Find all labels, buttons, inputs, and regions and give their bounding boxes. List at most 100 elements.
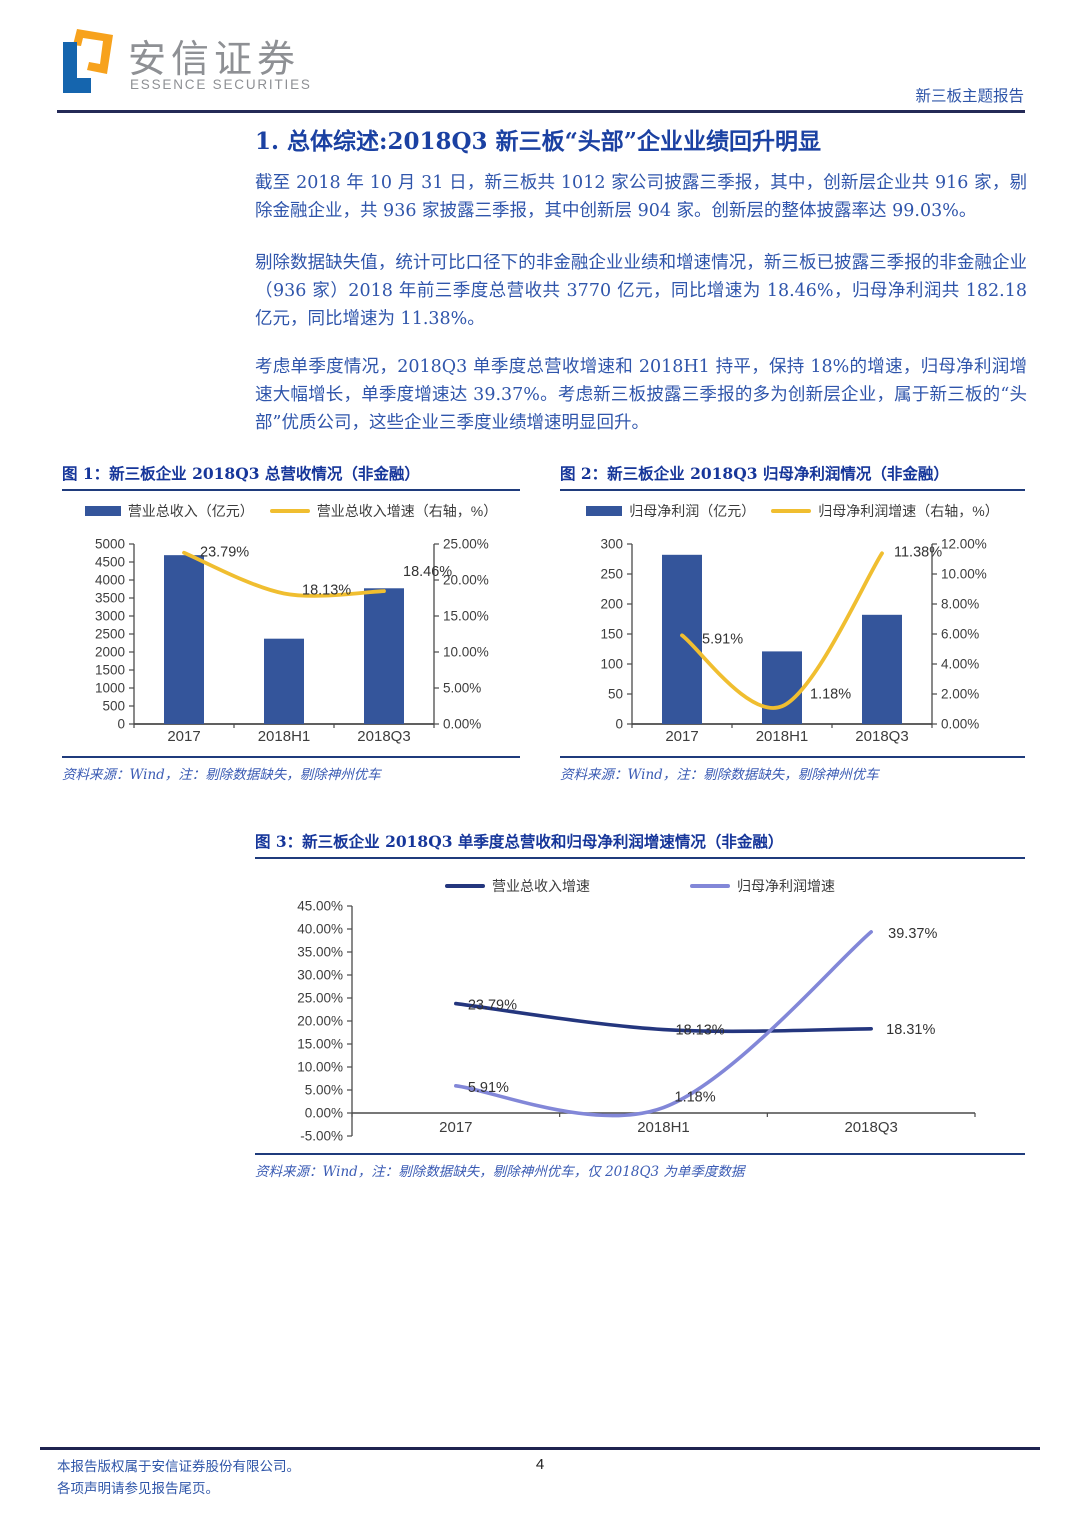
chart-text: 15.00% xyxy=(297,1037,343,1052)
chart-text: 8.00% xyxy=(941,597,979,612)
legend-label: 归母净利润（亿元） xyxy=(629,503,756,519)
trend-line xyxy=(680,551,884,710)
chart-text: 23.79% xyxy=(468,998,517,1014)
chart-text: 250 xyxy=(600,567,623,582)
bar-swatch xyxy=(84,506,121,516)
bar-line-chart-net-profit: 0 50 100 150 200 250 300 0.00% 2.00% 4.00% 6.00% 8.… xyxy=(600,537,987,746)
figure-3-title: 图 3：新三板企业 2018Q3 单季度总营收和归母净利润增速情况（非金融） xyxy=(255,830,1025,859)
chart-text: 0.00% xyxy=(443,717,481,732)
chart-text: 3000 xyxy=(95,609,125,624)
figure-3-legend: 营业总收入增速 归母净利润增速 xyxy=(255,875,1025,897)
bar xyxy=(762,651,802,724)
legend-item-revenue-growth: 营业总收入增速 xyxy=(445,876,590,896)
company-logo-icon xyxy=(57,26,119,96)
figure-3-card: 图 3：新三板企业 2018Q3 单季度总营收和归母净利润增速情况（非金融） 营… xyxy=(255,830,1025,1180)
report-tag: 新三板主题报告 xyxy=(915,87,1024,105)
chart-text: 3500 xyxy=(95,591,125,606)
line-swatch xyxy=(690,884,730,888)
figure-3-source: 资料来源：Wind，注：剔除数据缺失，剔除神州优车，仅 2018Q3 为单季度数… xyxy=(255,1164,745,1180)
figure-2-divider xyxy=(560,756,1025,758)
legend-item-revenue: 营业总收入（亿元） xyxy=(84,501,254,521)
chart-text: 10.00% xyxy=(297,1060,343,1075)
chart-text: 300 xyxy=(600,537,623,552)
line-swatch xyxy=(269,509,310,513)
bar xyxy=(164,555,204,724)
legend-label: 营业总收入（亿元） xyxy=(127,503,254,519)
chart-text: 1000 xyxy=(95,681,125,696)
bar xyxy=(264,638,304,724)
line-swatch xyxy=(445,884,485,888)
header-rule xyxy=(57,110,1025,113)
chart-text: 150 xyxy=(600,627,623,642)
chart-text: 1500 xyxy=(95,663,125,678)
brand-name: 安信证券 xyxy=(128,39,301,81)
chart-text: 6.00% xyxy=(941,627,979,642)
figure-1-legend: 营业总收入（亿元） 营业总收入增速（右轴，%） xyxy=(62,500,520,522)
legend-label: 归母净利润增速（右轴，%） xyxy=(818,503,999,519)
chart-text: 2000 xyxy=(95,645,125,660)
chart-text: 4000 xyxy=(95,573,125,588)
trend-line xyxy=(182,550,386,598)
legend-item-net-profit: 归母净利润（亿元） xyxy=(586,501,755,521)
chart-text: 2018H1 xyxy=(258,728,311,745)
figure-2-card: 图 2：新三板企业 2018Q3 归母净利润情况（非金融） 归母净利润（亿元） … xyxy=(560,462,1025,783)
chart-text: 4.00% xyxy=(941,657,979,672)
figure-2-title: 图 2：新三板企业 2018Q3 归母净利润情况（非金融） xyxy=(560,462,1025,491)
figure-1-title: 图 1：新三板企业 2018Q3 总营收情况（非金融） xyxy=(62,462,520,491)
chart-text: 0 xyxy=(615,717,623,732)
legend-item-revenue-growth: 营业总收入增速（右轴，%） xyxy=(269,501,498,521)
line-chart-growth-comparison: 45.00% 40.00% 35.00% 30.00% 25.00% 20.00% 15.0… xyxy=(297,899,976,1144)
chart-text: 2017 xyxy=(167,728,200,745)
bar-swatch xyxy=(586,506,623,516)
chart-text: 18.13% xyxy=(302,582,351,598)
chart-text: 2018H1 xyxy=(637,1119,690,1136)
chart-text: 18.46% xyxy=(403,564,452,580)
chart-text: 2018Q3 xyxy=(357,728,410,745)
chart-text: 2017 xyxy=(439,1119,472,1136)
chart-text: 0 xyxy=(117,717,125,732)
figure-1-card: 图 1：新三板企业 2018Q3 总营收情况（非金融） 营业总收入（亿元） 营业… xyxy=(62,462,520,783)
chart-text: 40.00% xyxy=(297,922,343,937)
legend-label: 营业总收入增速 xyxy=(492,878,590,894)
chart-text: 1.18% xyxy=(675,1090,716,1106)
figure-1-divider xyxy=(62,756,520,758)
paragraph-3: 考虑单季度情况，2018Q3 单季度总营收增速和 2018H1 持平，保持 18… xyxy=(255,357,1027,433)
chart-text: 4500 xyxy=(95,555,125,570)
paragraph-1: 截至 2018 年 10 月 31 日，新三板共 1012 家公司披露三季报，其… xyxy=(255,173,1027,221)
chart-text: 18.31% xyxy=(886,1022,935,1038)
chart-text: 30.00% xyxy=(297,968,343,983)
chart-text: 45.00% xyxy=(297,899,343,914)
copyright-line-1: 本报告版权属于安信证券股份有限公司。 xyxy=(57,1459,300,1475)
chart-text: 10.00% xyxy=(443,645,489,660)
chart-text: 5.00% xyxy=(305,1083,343,1098)
chart-text: 2017 xyxy=(665,728,698,745)
legend-item-net-profit-growth: 归母净利润增速（右轴，%） xyxy=(771,501,999,521)
chart-text: 2.00% xyxy=(941,687,979,702)
chart-text: 500 xyxy=(102,699,125,714)
section-title: 1. 总体综述:2018Q3 新三板“头部”企业业绩回升明显 xyxy=(255,128,822,155)
chart-text: 5.91% xyxy=(468,1080,509,1096)
copyright-line-2: 各项声明请参见报告尾页。 xyxy=(57,1481,219,1497)
bar-line-chart-revenue: 0 500 1000 1500 2000 2500 3000 3500 4000 4500 5000… xyxy=(95,537,489,746)
paragraph-2: 剔除数据缺失值，统计可比口径下的非金融企业业绩和增速情况，新三板已披露三季报的非… xyxy=(255,253,1027,329)
chart-text: 200 xyxy=(600,597,623,612)
legend-label: 营业总收入增速（右轴，%） xyxy=(316,503,498,519)
chart-text: 20.00% xyxy=(297,1014,343,1029)
line-swatch xyxy=(771,509,812,513)
bar xyxy=(364,588,404,724)
chart-text: 20.00% xyxy=(443,573,489,588)
bar xyxy=(862,614,902,724)
chart-text: 23.79% xyxy=(200,545,249,561)
bar xyxy=(662,554,702,724)
chart-text: 25.00% xyxy=(297,991,343,1006)
chart-text: 2500 xyxy=(95,627,125,642)
chart-text: 50 xyxy=(608,687,623,702)
chart-text: 100 xyxy=(600,657,623,672)
figure-2-legend: 归母净利润（亿元） 归母净利润增速（右轴，%） xyxy=(560,500,1025,522)
figure-1-source: 资料来源：Wind，注：剔除数据缺失，剔除神州优车 xyxy=(62,767,381,783)
chart-text: 2018Q3 xyxy=(844,1119,897,1136)
chart-text: 5.91% xyxy=(702,631,743,647)
trend-line xyxy=(454,1001,873,1034)
chart-text: 12.00% xyxy=(941,537,987,552)
